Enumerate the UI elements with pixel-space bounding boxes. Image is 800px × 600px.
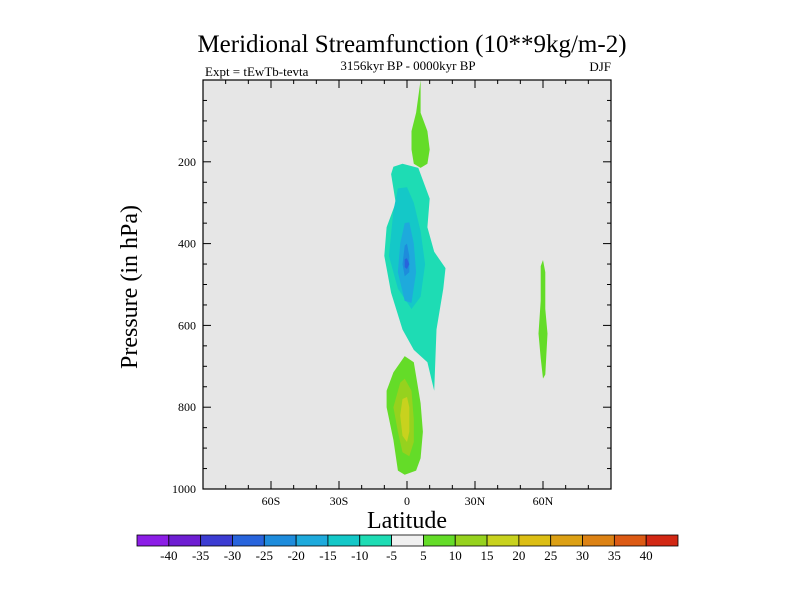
colorbar-label: 20	[512, 548, 525, 563]
y-tick-label: 600	[178, 318, 196, 332]
contour-features	[384, 80, 548, 475]
colorbar-swatch	[423, 534, 456, 547]
colorbar-label: -40	[160, 548, 177, 563]
colorbar-label: 40	[640, 548, 653, 563]
y-tick-label: 800	[178, 400, 196, 414]
colorbar-swatch	[582, 534, 615, 547]
y-tick-label: 400	[178, 237, 196, 251]
colorbar-swatch	[359, 534, 392, 547]
colorbar-label: 10	[449, 548, 462, 563]
colorbar: -40 -35 -30 -25 -20 -15 -10 -5 5 10 15 20 25 30 35 40	[136, 534, 679, 563]
contour-lower-tropo-positive-15	[400, 397, 410, 442]
x-tick-label: 30S	[330, 494, 349, 508]
chart-title: Meridional Streamfunction (10**9kg/m-2)	[197, 31, 626, 58]
colorbar-swatch	[454, 534, 488, 547]
subtitle-center: 3156kyr BP - 0000kyr BP	[340, 58, 475, 73]
colorbar-swatch	[550, 534, 583, 547]
colorbar-swatch	[136, 534, 170, 547]
colorbar-label: 35	[608, 548, 621, 563]
x-axis-ticks: 60S 30S 0 30N 60N	[202, 80, 612, 508]
colorbar-swatch	[518, 534, 552, 547]
colorbar-swatch	[327, 534, 361, 547]
y-tick-label: 200	[178, 155, 196, 169]
contour-tropical-negative-25	[404, 258, 410, 269]
colorbar-label: -5	[386, 548, 397, 563]
colorbar-label: -20	[287, 548, 304, 563]
colorbar-label: 5	[420, 548, 427, 563]
x-tick-label: 60N	[533, 494, 554, 508]
y-axis-title: Pressure (in hPa)	[117, 205, 143, 369]
colorbar-label: -10	[351, 548, 368, 563]
colorbar-swatch	[232, 534, 265, 547]
colorbar-swatch	[168, 534, 202, 547]
colorbar-swatch	[295, 534, 329, 547]
colorbar-label: -35	[192, 548, 209, 563]
x-tick-label: 0	[404, 494, 410, 508]
x-tick-label: 30N	[465, 494, 486, 508]
colorbar-swatch	[645, 534, 679, 547]
y-tick-label: 1000	[172, 482, 196, 496]
contour-nh-subtropics-positive	[538, 260, 548, 379]
contour-upper-tropo-positive	[411, 80, 430, 168]
colorbar-label: -30	[224, 548, 241, 563]
colorbar-label: 30	[576, 548, 589, 563]
x-tick-label: 60S	[262, 494, 281, 508]
subtitle-right: DJF	[589, 59, 611, 74]
colorbar-label: 25	[544, 548, 557, 563]
colorbar-swatch	[613, 534, 647, 547]
colorbar-swatch	[263, 534, 297, 547]
x-axis-title: Latitude	[367, 508, 447, 534]
colorbar-swatch	[391, 534, 424, 547]
subtitle-left: Expt = tEwTb-tevta	[205, 64, 309, 79]
colorbar-swatch	[200, 534, 233, 547]
colorbar-label: 15	[481, 548, 494, 563]
colorbar-label: -15	[319, 548, 336, 563]
colorbar-label: -25	[256, 548, 273, 563]
colorbar-swatch	[486, 534, 520, 547]
y-axis-ticks: 200 400 600 800 1000	[172, 99, 611, 496]
